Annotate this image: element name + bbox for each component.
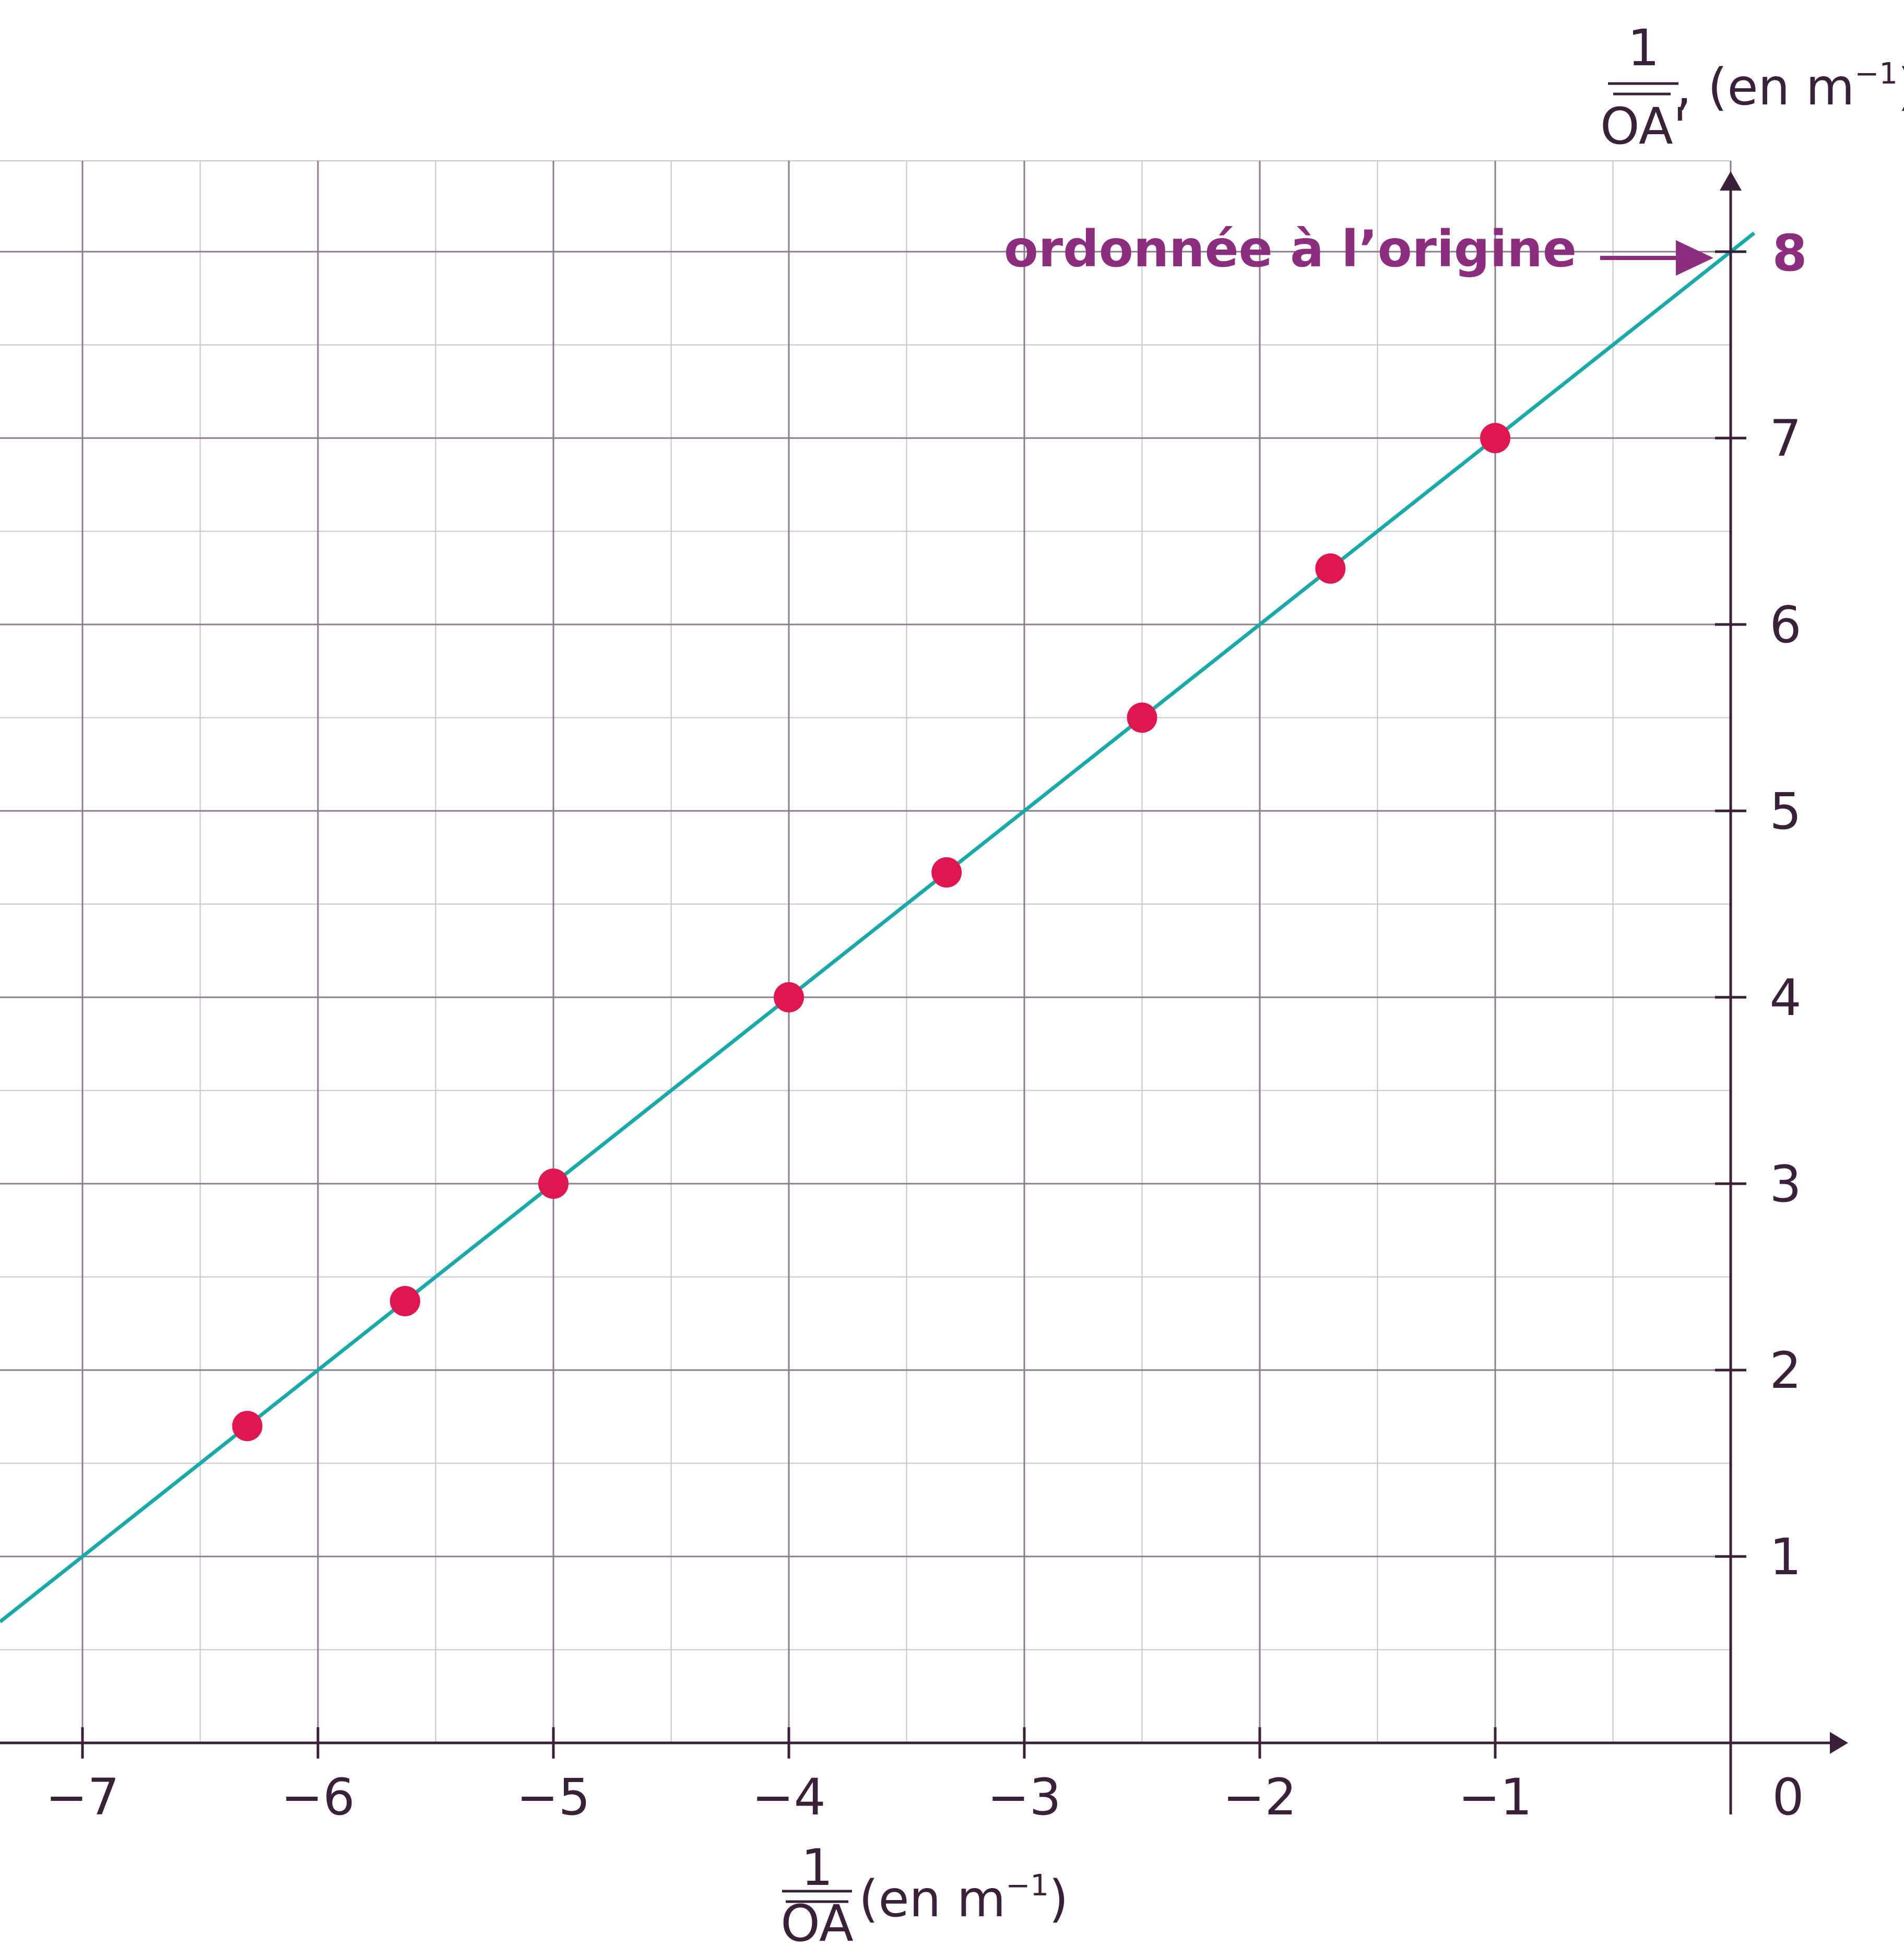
y-axis-label-denominator: OA' bbox=[1600, 97, 1687, 156]
data-points bbox=[232, 423, 1510, 1442]
data-point bbox=[1127, 702, 1157, 733]
x-axis-label-unit: (en m−1) bbox=[859, 1869, 1068, 1928]
grid-minor-lines bbox=[0, 160, 1731, 1743]
x-tick-label: −5 bbox=[516, 1768, 590, 1826]
data-point bbox=[538, 1169, 569, 1199]
data-point bbox=[232, 1411, 263, 1442]
y-axis-label-numerator: 1 bbox=[1627, 19, 1659, 77]
x-tick-label: −4 bbox=[752, 1768, 826, 1826]
x-tick-label: −2 bbox=[1223, 1768, 1297, 1826]
x-tick-label: −3 bbox=[987, 1768, 1061, 1826]
y-tick-label: 2 bbox=[1769, 1341, 1801, 1400]
fit-line-group bbox=[0, 231, 1756, 1623]
annotation-text: ordonnée à l’origine bbox=[1004, 220, 1577, 278]
fit-line bbox=[0, 231, 1756, 1623]
grid-major-lines bbox=[0, 161, 1732, 1743]
x-tick-label: −6 bbox=[281, 1768, 355, 1826]
x-axis-label-denominator: OA bbox=[780, 1894, 854, 1946]
x-axis-label-numerator: 1 bbox=[801, 1838, 833, 1897]
data-point bbox=[774, 982, 804, 1012]
data-point bbox=[389, 1285, 420, 1316]
axes bbox=[0, 171, 1848, 1814]
x-axis-ticks: −7 −6 −5 −4 −3 −2 −1 bbox=[45, 1727, 1532, 1826]
x-axis-label: 1 OA (en m−1) bbox=[780, 1838, 1068, 1946]
x-tick-label: −1 bbox=[1458, 1768, 1532, 1826]
annotation-arrow bbox=[1600, 240, 1713, 276]
data-point bbox=[931, 857, 962, 888]
y-axis-arrowhead bbox=[1720, 171, 1742, 191]
y-tick-label-8: 8 bbox=[1772, 224, 1807, 282]
origin-label: 0 bbox=[1772, 1768, 1804, 1826]
y-tick-label: 3 bbox=[1769, 1155, 1801, 1213]
y-tick-label: 5 bbox=[1769, 782, 1801, 841]
y-tick-label: 7 bbox=[1769, 409, 1801, 468]
y-tick-label: 4 bbox=[1769, 969, 1801, 1027]
x-tick-label: −7 bbox=[45, 1768, 120, 1826]
data-point bbox=[1480, 423, 1510, 453]
y-axis-label-unit: , (en m−1) bbox=[1676, 57, 1904, 116]
y-axis-ticks: 1 2 3 4 5 6 7 bbox=[1715, 250, 1802, 1586]
y-axis-label: 1 OA' , (en m−1) bbox=[1600, 19, 1904, 156]
y-tick-label: 1 bbox=[1769, 1528, 1801, 1586]
y-tick-label: 6 bbox=[1769, 596, 1801, 654]
x-axis-arrowhead bbox=[1830, 1732, 1848, 1754]
data-point bbox=[1315, 553, 1346, 584]
